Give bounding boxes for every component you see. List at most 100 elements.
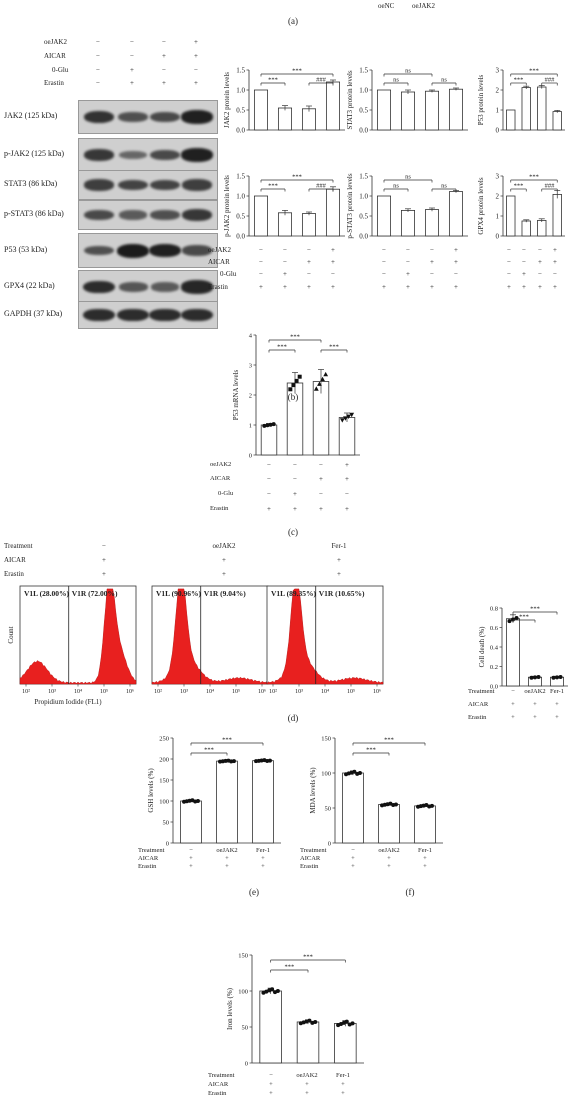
wb-band bbox=[83, 110, 115, 124]
wb-band bbox=[181, 179, 213, 191]
y-tick-label: 1.5 bbox=[359, 67, 368, 75]
flow-histogram: V1L (89.35%) V1R (10.65%) 10² 10³ 10⁴ 10⁵ 10⁶ bbox=[266, 585, 384, 695]
wb-band bbox=[118, 112, 148, 122]
x-tick-label: 10³ bbox=[48, 689, 56, 695]
y-tick-label: 0.8 bbox=[490, 606, 498, 613]
wb-band bbox=[117, 243, 149, 258]
x-tick-label: 10² bbox=[269, 689, 277, 695]
f-condition-sign: + bbox=[423, 863, 427, 870]
b-condition-sign: + bbox=[454, 258, 458, 266]
bar bbox=[537, 219, 547, 237]
wb-condition-sign: + bbox=[130, 66, 134, 74]
wb-band bbox=[118, 210, 148, 220]
y-tick-label: 1.0 bbox=[236, 193, 245, 201]
b-condition-sign: + bbox=[430, 258, 434, 266]
bar bbox=[506, 109, 516, 131]
bar-chart: 0.0 0.5 1.0 1.5 JAK2 protein levels *** *** ### bbox=[223, 67, 345, 135]
significance-label: ### bbox=[545, 183, 556, 190]
y-tick-label: 0.5 bbox=[359, 213, 368, 221]
b-condition-sign: − bbox=[259, 258, 263, 266]
b-condition-sign: − bbox=[522, 246, 526, 254]
g-condition-label: Treatment bbox=[208, 1072, 235, 1079]
x-tick-label: 10³ bbox=[295, 689, 303, 695]
y-tick-label: 0.0 bbox=[490, 684, 498, 691]
data-point bbox=[511, 617, 515, 622]
e-condition-sign: + bbox=[189, 863, 193, 870]
d-condition-sign: Fer-1 bbox=[331, 542, 347, 550]
significance-label: *** bbox=[514, 183, 524, 190]
bar bbox=[521, 220, 531, 237]
data-point bbox=[262, 423, 267, 428]
wb-condition-sign: + bbox=[194, 52, 198, 60]
c-condition-sign: − bbox=[345, 490, 349, 498]
y-tick-label: 1.0 bbox=[236, 87, 245, 95]
panel-label-e: (e) bbox=[249, 887, 259, 897]
c-condition-sign: − bbox=[293, 475, 297, 483]
b-condition-sign: + bbox=[522, 283, 526, 291]
wb-blot-strip bbox=[78, 170, 218, 200]
bar bbox=[334, 1023, 357, 1064]
b-condition-sign: + bbox=[454, 283, 458, 291]
y-tick-label: 100 bbox=[159, 799, 169, 806]
c-condition-label: 0-Glu bbox=[218, 490, 234, 497]
wb-condition-sign: + bbox=[194, 38, 198, 46]
significance-label: *** bbox=[268, 77, 278, 84]
c-condition-sign: + bbox=[345, 505, 349, 513]
bar-chart: 0.0 0.5 1.0 1.5 p-JAK2 protein levels *** *** #… bbox=[223, 173, 345, 241]
c-condition-label: Erastin bbox=[210, 505, 229, 512]
wb-band bbox=[181, 308, 213, 322]
flow-histogram: V1L (90.96%) V1R (9.04%) 10² 10³ 10⁴ 10⁵ 10⁶ bbox=[151, 585, 269, 695]
b-condition-sign: − bbox=[283, 246, 287, 254]
data-point bbox=[352, 769, 357, 774]
data-point bbox=[551, 675, 556, 680]
bar bbox=[448, 191, 463, 237]
y-tick-label: 100 bbox=[238, 989, 248, 996]
x-tick-label: 10⁵ bbox=[232, 689, 240, 695]
significance-label: ns bbox=[441, 183, 447, 190]
b-condition-sign: − bbox=[507, 246, 511, 254]
d-condition-sign: + bbox=[102, 570, 106, 578]
y-tick-label: 1 bbox=[496, 107, 500, 115]
y-tick-label: 0 bbox=[496, 127, 500, 135]
significance-label: *** bbox=[284, 964, 294, 971]
x-tick-label: 10⁶ bbox=[126, 689, 134, 695]
x-tick-label: 10⁶ bbox=[373, 689, 381, 695]
wb-condition-sign: − bbox=[130, 38, 134, 46]
wb-band bbox=[83, 280, 115, 294]
significance-label: *** bbox=[529, 68, 539, 75]
wb-band bbox=[84, 209, 114, 221]
bar bbox=[424, 90, 439, 131]
b-condition-sign: + bbox=[553, 258, 557, 266]
data-point bbox=[507, 619, 512, 624]
e-condition-sign: + bbox=[261, 855, 265, 862]
y-axis-label: p-STAT3 protein levels bbox=[346, 173, 354, 238]
significance-label: *** bbox=[292, 174, 302, 181]
g-condition-sign: + bbox=[305, 1090, 309, 1097]
data-point bbox=[323, 371, 329, 377]
f-condition-label: Erastin bbox=[300, 863, 319, 870]
y-tick-label: 1 bbox=[496, 213, 500, 221]
b-condition-label: Erastin bbox=[208, 283, 228, 291]
f-condition-label: Treatment bbox=[300, 847, 327, 854]
bar bbox=[325, 81, 340, 131]
significance-label: ns bbox=[405, 174, 411, 181]
y-tick-label: 150 bbox=[159, 778, 169, 785]
d-bar-condition-sign: + bbox=[555, 714, 559, 721]
wb-band bbox=[83, 149, 115, 161]
wb-band bbox=[83, 308, 115, 322]
c-condition-sign: + bbox=[319, 505, 323, 513]
y-tick-label: 0.4 bbox=[490, 645, 499, 652]
y-axis-label: MDA levels (%) bbox=[309, 767, 317, 814]
f-condition-sign: oeJAK2 bbox=[378, 847, 400, 854]
panel-label-d: (d) bbox=[287, 713, 299, 723]
e-condition-sign: + bbox=[189, 855, 193, 862]
data-point bbox=[267, 758, 272, 763]
g-condition-label: AICAR bbox=[208, 1081, 229, 1088]
d-condition-label: Erastin bbox=[4, 570, 24, 578]
y-axis-label: P53 protein levels bbox=[477, 74, 485, 125]
v1l-label: V1L (28.00%) bbox=[24, 589, 70, 598]
panel-label-a: (a) bbox=[288, 16, 298, 26]
